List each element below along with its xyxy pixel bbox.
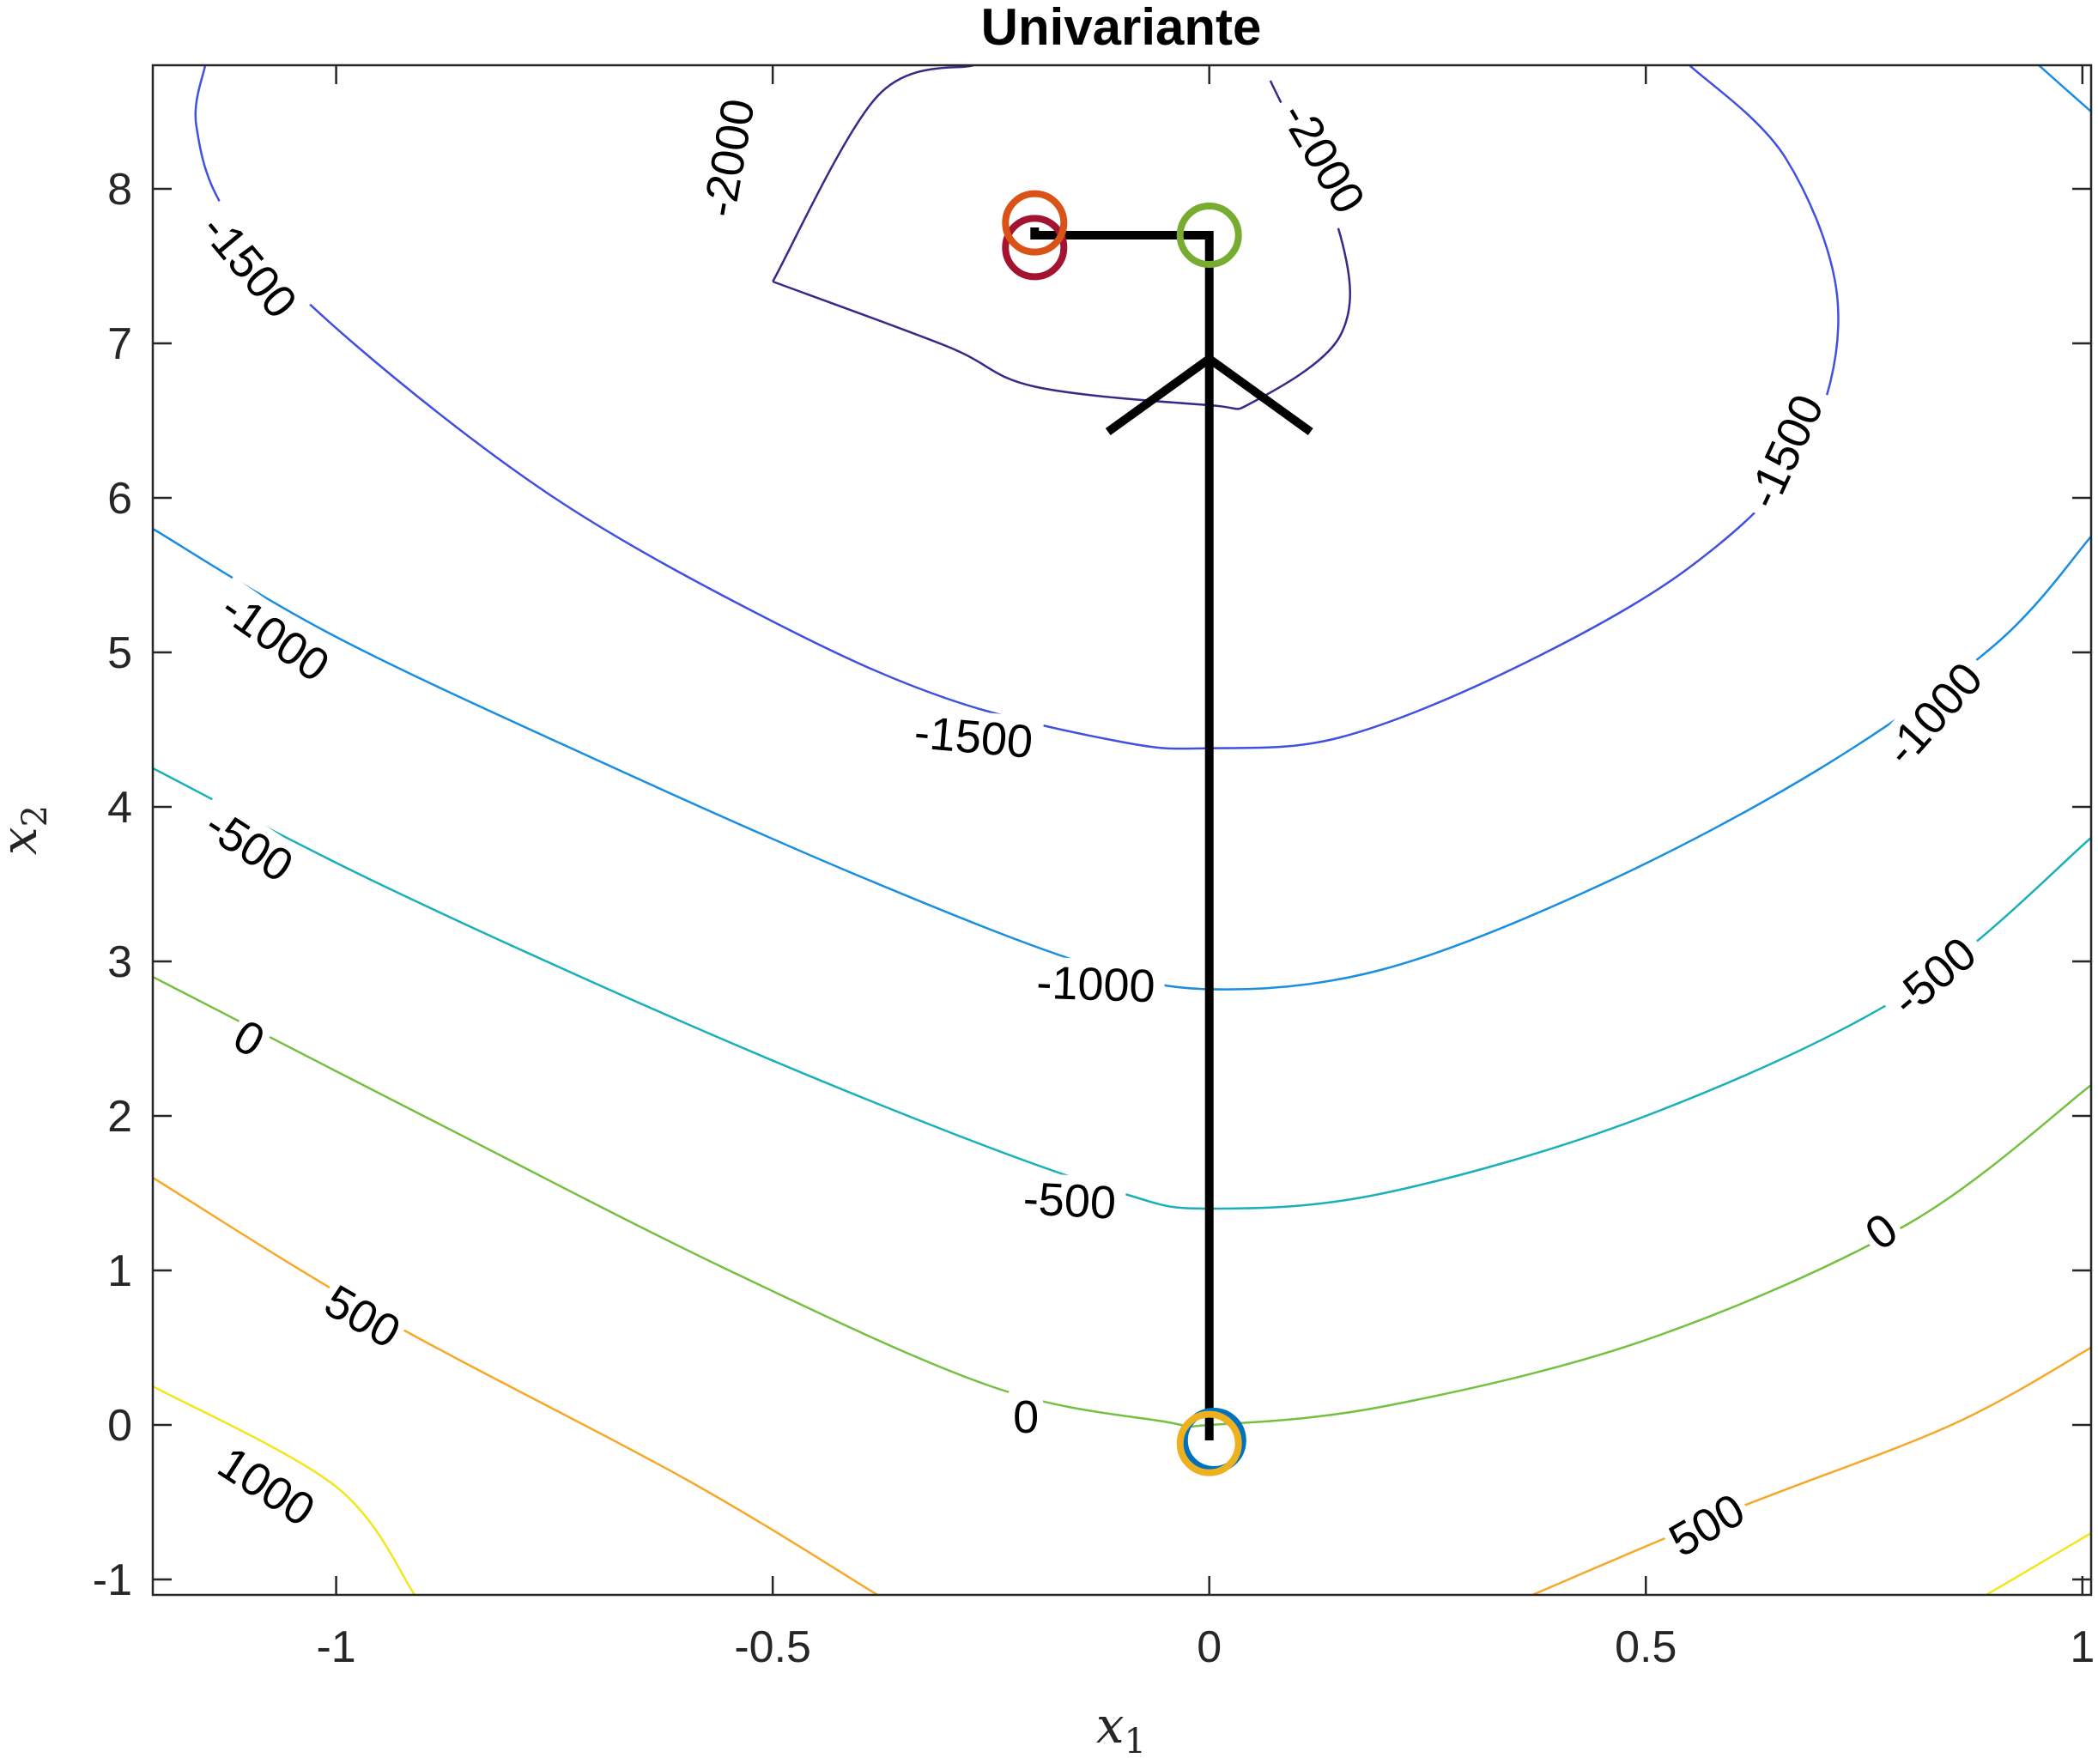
contour-line [1531,1346,2091,1595]
contour-label: -1000 [1026,956,1166,1013]
path-line [1030,227,1214,1440]
contour-lines [153,65,2091,1595]
y-tick-label: 4 [107,783,132,833]
contour-label-text: 0 [1013,1391,1039,1443]
contour-label-background [188,793,310,898]
contour-label-background [1733,378,1838,525]
x-tick-label: 0.5 [1615,1622,1677,1672]
iterate-markers [1002,190,1246,1476]
y-tick-label: 5 [107,628,132,678]
contour-label-background [312,1273,413,1361]
x-tick-label: -1 [316,1622,355,1672]
y-tick-label: 0 [107,1401,132,1451]
y-tick-label: 3 [107,937,132,987]
contour-label-background [1874,921,1993,1033]
y-tick-label: -1 [93,1555,132,1605]
y-axis-label: x2 [0,805,55,855]
contour-label-background [1012,1172,1127,1230]
contour-label: -1500 [902,706,1045,769]
arrow-head [1105,353,1313,436]
contour-line [1986,1531,2091,1595]
iterate-marker [1176,1410,1242,1476]
iterate-marker [1176,203,1242,268]
contour-label: 0 [1009,1391,1044,1443]
contour-label-background [691,86,767,230]
contour-line [772,80,1351,410]
iterate-marker [1002,215,1068,281]
contour-label-background [1026,956,1166,1013]
contour-label-background [1852,1200,1911,1264]
contour-label-text: -500 [1022,1173,1117,1229]
x-axis-label: x1 [1096,1696,1146,1761]
contour-line [153,1385,416,1595]
y-tick-label: 8 [107,165,132,215]
x-axis-ticks: -1 -0.5 0 0.5 1 [316,65,2095,1672]
x-tick-label: -0.5 [734,1622,811,1672]
contour-label: -500 [1012,1172,1127,1230]
contour-line [2038,65,2091,112]
y-tick-label: 2 [107,1092,132,1142]
y-axis-ticks: -1 0 1 2 3 4 5 6 7 8 [93,165,2091,1605]
x-tick-label: 0 [1197,1622,1222,1672]
contour-label-background [203,576,347,698]
contour-label-background [185,197,313,336]
contour-label-background [1265,85,1379,231]
contour-label-text: -1000 [1035,957,1155,1013]
contour-line [194,65,1840,750]
contour-label-background [1009,1391,1044,1443]
y-tick-label: 6 [107,474,132,524]
contour-line [772,65,974,282]
contour-line [153,767,2091,1210]
optimization-path [1030,227,1313,1440]
contour-label-background [1657,1482,1757,1569]
iterate-marker [1002,190,1068,256]
contour-label-background [221,1008,277,1070]
y-tick-label: 7 [107,319,132,369]
contour-line [153,527,2091,991]
y-tick-label: 1 [107,1246,132,1296]
contour-label-background [902,706,1045,769]
plot-frame [151,64,2093,1597]
contour-label-background [1869,646,1999,783]
contour-line [153,1176,878,1595]
contour-label-background [205,1434,328,1539]
x-tick-label: 1 [2070,1622,2095,1672]
contour-label-text: -1500 [913,706,1035,768]
chart-title: Univariante [981,0,1262,56]
